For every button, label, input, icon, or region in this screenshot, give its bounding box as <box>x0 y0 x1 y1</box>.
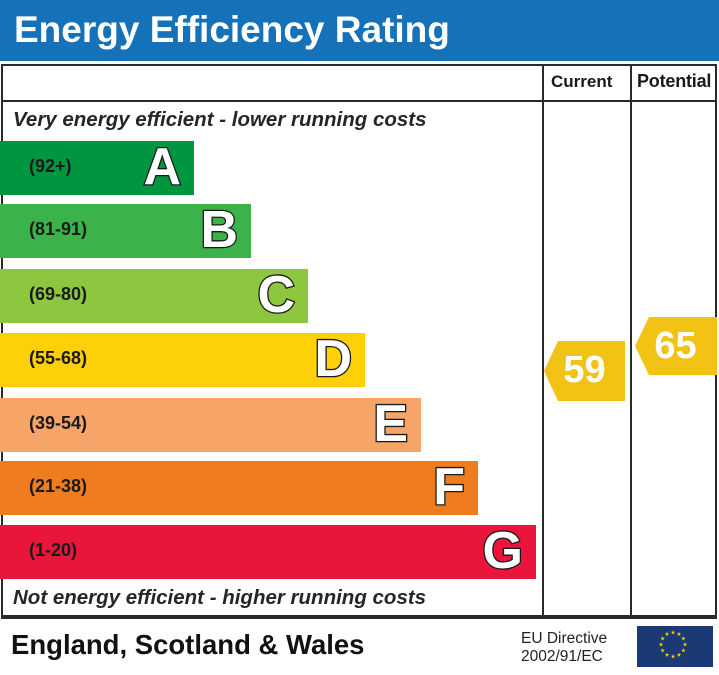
svg-text:G: G <box>483 525 523 579</box>
svg-text:F: F <box>433 461 465 515</box>
svg-text:E: E <box>373 398 408 452</box>
svg-text:B: B <box>200 204 238 258</box>
svg-text:A: A <box>143 141 181 195</box>
svg-text:D: D <box>314 333 352 387</box>
svg-text:C: C <box>257 269 295 323</box>
